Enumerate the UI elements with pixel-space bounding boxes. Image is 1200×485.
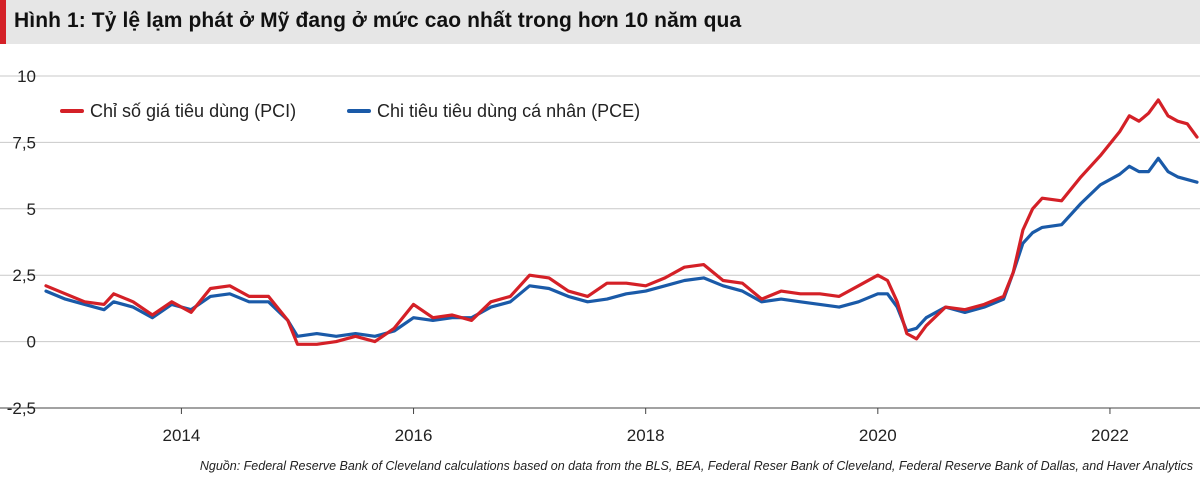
legend-label: Chỉ số giá tiêu dùng (PCI) bbox=[90, 101, 296, 121]
title-accent-bar bbox=[0, 0, 6, 44]
y-tick-label: 0 bbox=[27, 333, 36, 352]
gridlines bbox=[0, 75, 1200, 409]
legend-label: Chi tiêu tiêu dùng cá nhân (PCE) bbox=[377, 101, 640, 121]
title-bar: Hình 1: Tỷ lệ lạm phát ở Mỹ đang ở mức c… bbox=[0, 0, 1200, 44]
x-tick-label: 2022 bbox=[1091, 426, 1129, 445]
y-tick-label: 5 bbox=[27, 200, 36, 219]
x-tick-label: 2014 bbox=[162, 426, 200, 445]
y-tick-label: 7,5 bbox=[12, 133, 36, 152]
source-note: Nguồn: Federal Reserve Bank of Cleveland… bbox=[199, 459, 1193, 473]
y-tick-label: 2,5 bbox=[12, 266, 36, 285]
y-tick-label: -2,5 bbox=[7, 399, 36, 418]
series-line-pci bbox=[44, 98, 1199, 346]
x-tick-label: 2018 bbox=[627, 426, 665, 445]
x-tick-label: 2016 bbox=[395, 426, 433, 445]
x-axis-ticks: 2014 2016 2018 2020 2022 bbox=[162, 408, 1129, 445]
inflation-line-chart: 10 7,5 5 2,5 0 -2,5 2014 2016 2018 2020 2022 Chỉ … bbox=[0, 67, 1200, 445]
x-tick-label: 2020 bbox=[859, 426, 897, 445]
legend: Chỉ số giá tiêu dùng (PCI) Chi tiêu tiêu … bbox=[60, 101, 640, 121]
y-axis-tick-labels: 10 7,5 5 2,5 0 -2,5 bbox=[7, 67, 36, 418]
series-lines bbox=[44, 98, 1199, 346]
y-tick-label: 10 bbox=[17, 67, 36, 86]
chart-title: Hình 1: Tỷ lệ lạm phát ở Mỹ đang ở mức c… bbox=[14, 9, 742, 32]
series-line-pce bbox=[44, 156, 1199, 338]
